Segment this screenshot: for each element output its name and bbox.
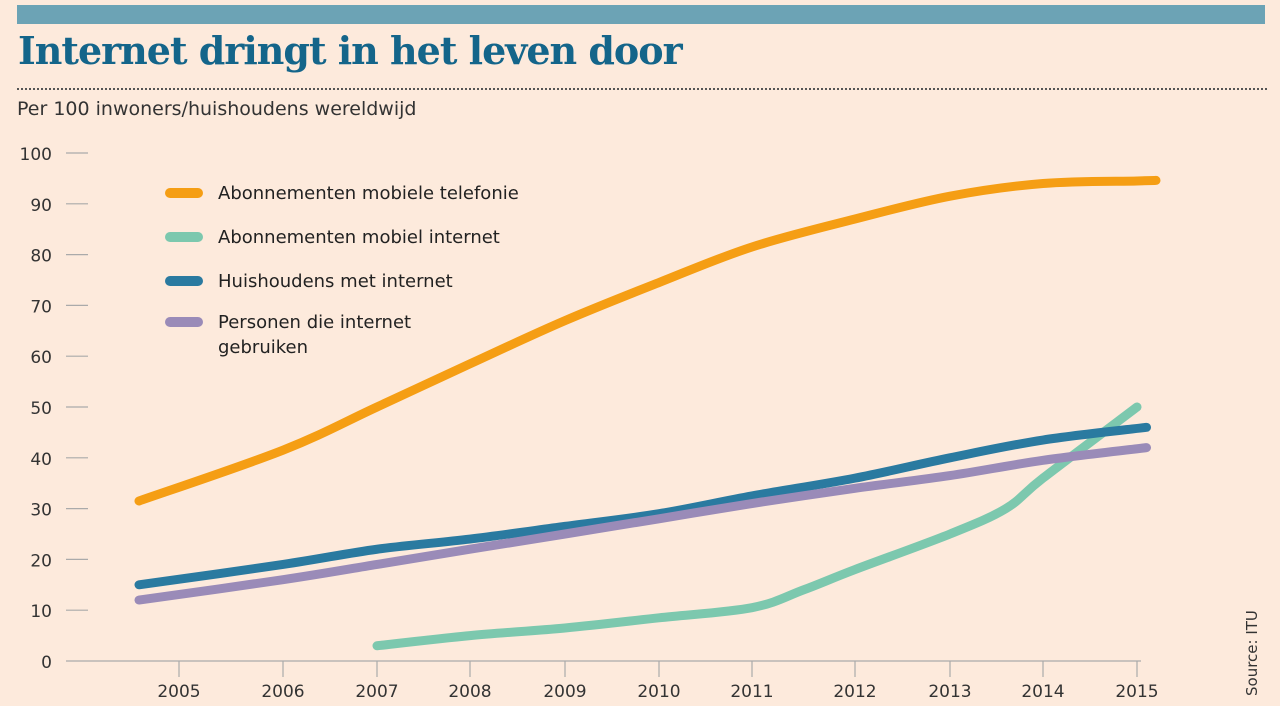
y-tick-label: 0 [41,653,52,673]
x-tick-label: 2014 [1021,682,1064,702]
y-tick-label: 70 [30,297,52,317]
y-tick-label: 80 [30,247,52,267]
chart-title: Internet dringt in het leven door [18,28,683,73]
x-tick-label: 2011 [730,682,773,702]
y-tick-label: 40 [30,450,52,470]
x-tick-label: 2012 [833,682,876,702]
x-tick-label: 2013 [928,682,971,702]
legend-label: Abonnementen mobiele telefonie [218,183,519,204]
chart-subtitle: Per 100 inwoners/huishoudens wereldwijd [17,98,417,120]
x-tick-label: 2008 [448,682,491,702]
legend-label: Abonnementen mobiel internet [218,227,500,248]
y-tick-label: 10 [30,602,52,622]
divider [17,88,1267,90]
x-tick-label: 2005 [157,682,200,702]
y-tick-label: 20 [30,551,52,571]
y-tick-label: 90 [30,196,52,216]
x-tick-label: 2006 [261,682,304,702]
y-tick-label: 100 [20,145,52,165]
x-tick-label: 2015 [1115,682,1158,702]
y-tick-label: 50 [30,399,52,419]
x-tick-label: 2007 [355,682,398,702]
x-tick-label: 2009 [543,682,586,702]
series-line-1 [372,402,1142,651]
y-tick-label: 30 [30,501,52,521]
series-line-0 [134,175,1161,506]
series-line-3 [134,443,1151,605]
legend-label: Huishoudens met internet [218,271,453,292]
x-tick-label: 2010 [637,682,680,702]
y-tick-label: 60 [30,348,52,368]
legend-label: Personen die internet gebruiken [218,312,411,358]
top-banner [17,5,1265,24]
series-line-2 [134,422,1151,590]
